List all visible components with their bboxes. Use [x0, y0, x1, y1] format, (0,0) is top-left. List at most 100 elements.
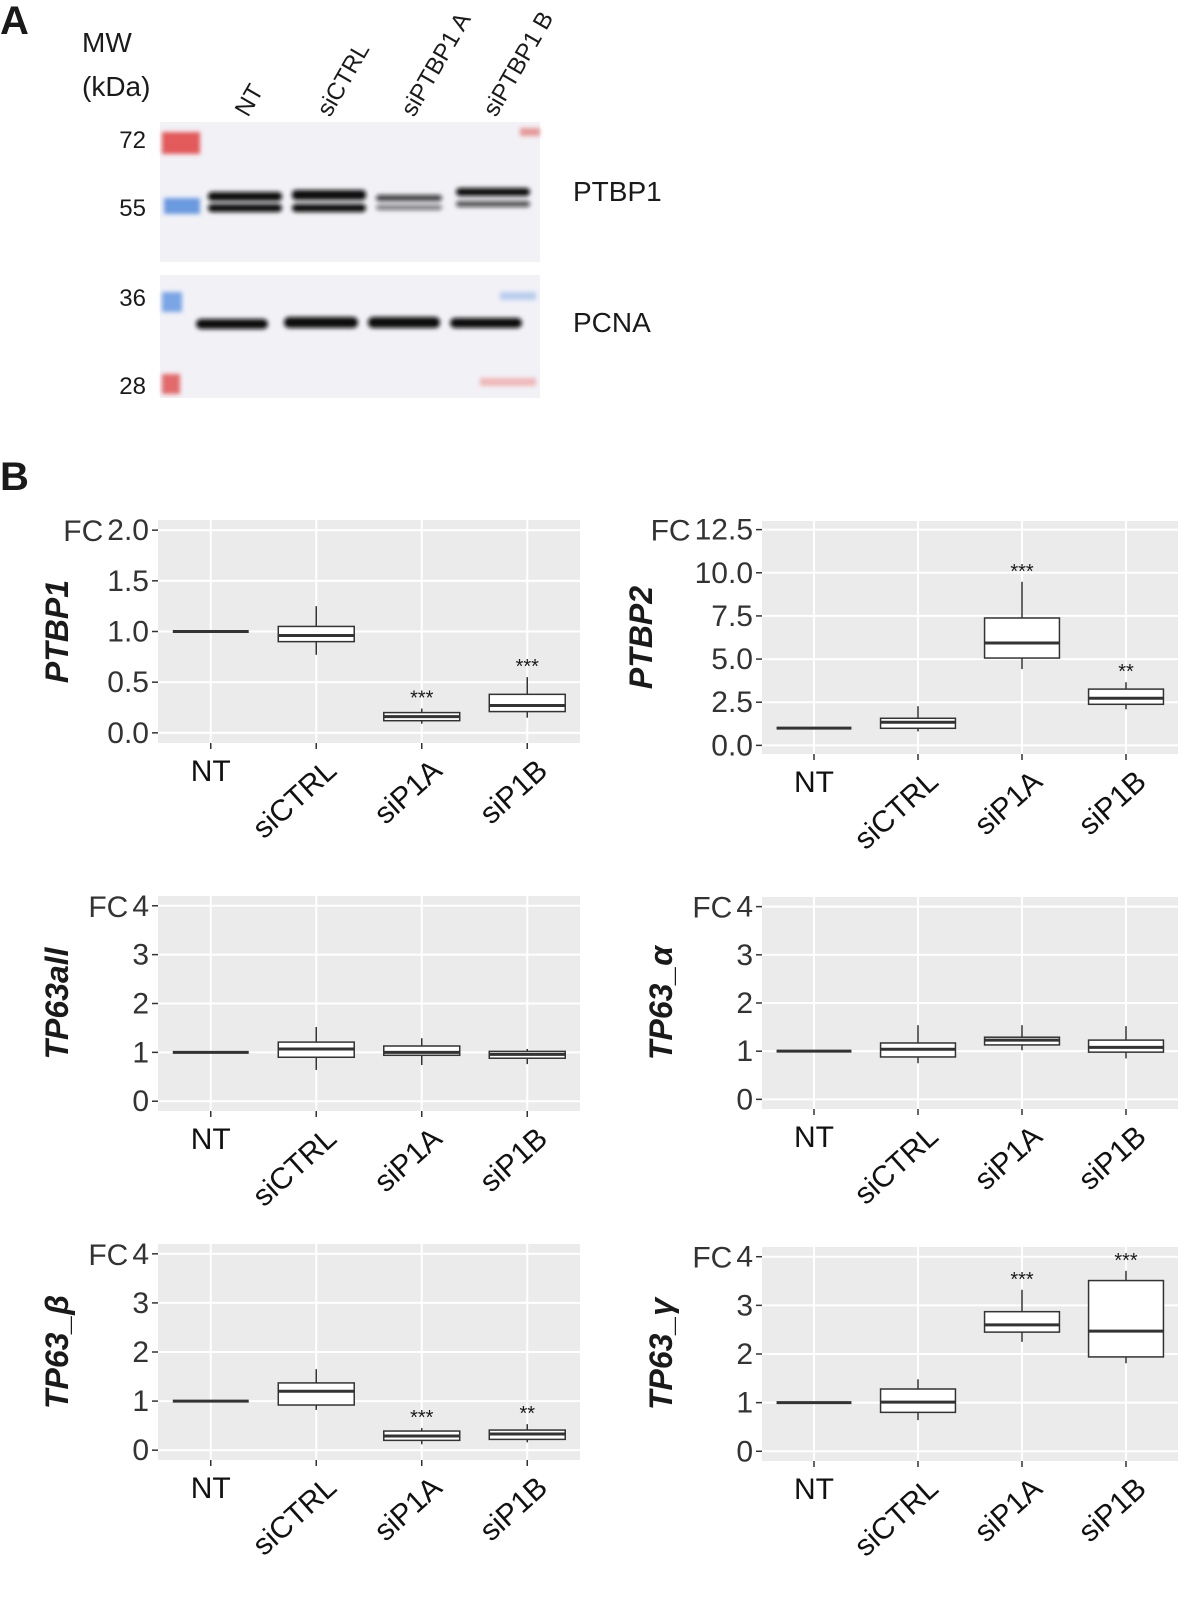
y-axis-title: TP63_β	[39, 1295, 75, 1409]
y-unit-label: FC	[88, 1239, 128, 1272]
y-tick-label: 1	[132, 1036, 149, 1069]
y-axis-title: TP63all	[39, 946, 75, 1059]
y-tick-label: 2	[132, 988, 149, 1021]
lane-label: siPTBP1 B	[478, 7, 559, 121]
box	[383, 1045, 461, 1057]
x-tick-label: siCTRL	[247, 754, 343, 845]
y-tick-label: 2.0	[107, 514, 149, 547]
x-tick-label: siCTRL	[848, 1472, 944, 1563]
y-tick-label: 4	[132, 890, 149, 923]
x-tick-label: siP1B	[474, 1122, 554, 1199]
panel-label: A	[0, 0, 29, 43]
y-tick-label: 0.5	[107, 666, 149, 699]
x-tick-label: siP1A	[968, 1472, 1048, 1549]
y-tick-label: 2	[736, 1338, 753, 1371]
mw-title: MW	[82, 27, 132, 58]
y-unit-label: FC	[651, 515, 691, 548]
marker-label: 28	[119, 373, 146, 400]
y-tick-label: 1.5	[107, 565, 149, 598]
y-tick-label: 0	[736, 1435, 753, 1468]
y-tick-label: 0	[132, 1434, 149, 1467]
significance: ***	[410, 1407, 434, 1429]
panel-label: B	[0, 455, 29, 499]
marker-label: 36	[119, 285, 146, 312]
x-tick-label: NT	[191, 1123, 231, 1156]
x-tick-label: NT	[191, 1472, 231, 1505]
box	[277, 625, 355, 643]
y-tick-label: 5.0	[711, 643, 753, 676]
y-tick-label: 12.5	[695, 514, 753, 547]
blot-upper	[160, 122, 540, 262]
y-tick-label: 3	[736, 1289, 753, 1322]
x-tick-label: NT	[191, 755, 231, 788]
significance: **	[1118, 661, 1134, 683]
box	[983, 617, 1061, 659]
x-tick-label: siP1B	[474, 1471, 554, 1548]
y-tick-label: 4	[736, 1241, 753, 1274]
y-tick-label: 0.0	[107, 717, 149, 750]
x-tick-label: siP1B	[1072, 765, 1152, 842]
significance: ***	[516, 656, 540, 678]
marker-label: 55	[119, 195, 146, 222]
box	[277, 1382, 355, 1406]
lane-label: NT	[230, 79, 270, 121]
y-axis-title: TP63_γ	[643, 1296, 679, 1410]
x-tick-label: siP1A	[368, 754, 448, 831]
y-tick-label: 3	[736, 939, 753, 972]
x-tick-label: siCTRL	[848, 1120, 944, 1211]
marker-label: 72	[119, 127, 146, 154]
y-tick-label: 1	[132, 1385, 149, 1418]
y-tick-label: 0	[132, 1085, 149, 1118]
significance: **	[519, 1403, 535, 1425]
y-tick-label: 3	[132, 1287, 149, 1320]
protein-label: PCNA	[573, 307, 651, 338]
y-axis-title: PTBP2	[623, 586, 659, 689]
blot-lower	[160, 275, 540, 398]
significance: ***	[1114, 1250, 1138, 1272]
y-tick-label: 0	[736, 1083, 753, 1116]
mw-unit: (kDa)	[82, 71, 150, 102]
y-unit-label: FC	[88, 891, 128, 924]
y-unit-label: FC	[692, 892, 732, 925]
lane-label: siCTRL	[312, 38, 375, 121]
x-tick-label: siCTRL	[247, 1122, 343, 1213]
x-tick-label: NT	[794, 1121, 834, 1154]
lane-label: siPTBP1 A	[396, 8, 477, 121]
x-tick-label: siP1B	[474, 754, 554, 831]
x-tick-label: siP1A	[368, 1122, 448, 1199]
y-tick-label: 1.0	[107, 616, 149, 649]
significance: ***	[410, 688, 434, 710]
x-tick-label: siP1B	[1072, 1472, 1152, 1549]
y-tick-label: 3	[132, 939, 149, 972]
box	[488, 693, 566, 713]
x-tick-label: siP1B	[1072, 1120, 1152, 1197]
x-tick-label: siP1A	[968, 765, 1048, 842]
y-unit-label: FC	[63, 515, 103, 548]
y-tick-label: 2.5	[711, 686, 753, 719]
box	[983, 1310, 1061, 1333]
box	[1087, 688, 1165, 706]
y-tick-label: 2	[736, 987, 753, 1020]
x-tick-label: NT	[794, 1473, 834, 1506]
y-tick-label: 10.0	[695, 557, 753, 590]
x-tick-label: NT	[794, 766, 834, 799]
y-tick-label: 4	[132, 1238, 149, 1271]
y-tick-label: 0.0	[711, 729, 753, 762]
x-tick-label: siCTRL	[247, 1471, 343, 1562]
significance: ***	[1010, 561, 1034, 583]
box	[1087, 1279, 1165, 1358]
y-tick-label: 7.5	[711, 600, 753, 633]
y-tick-label: 4	[736, 891, 753, 924]
x-tick-label: siCTRL	[848, 765, 944, 856]
y-tick-label: 1	[736, 1035, 753, 1068]
y-tick-label: 2	[132, 1336, 149, 1369]
x-tick-label: siP1A	[368, 1471, 448, 1548]
y-tick-label: 1	[736, 1387, 753, 1420]
plot-background	[762, 521, 1178, 754]
x-tick-label: siP1A	[968, 1120, 1048, 1197]
significance: ***	[1010, 1269, 1034, 1291]
protein-label: PTBP1	[573, 176, 662, 207]
y-unit-label: FC	[692, 1242, 732, 1275]
y-axis-title: TP63_α	[643, 945, 679, 1060]
